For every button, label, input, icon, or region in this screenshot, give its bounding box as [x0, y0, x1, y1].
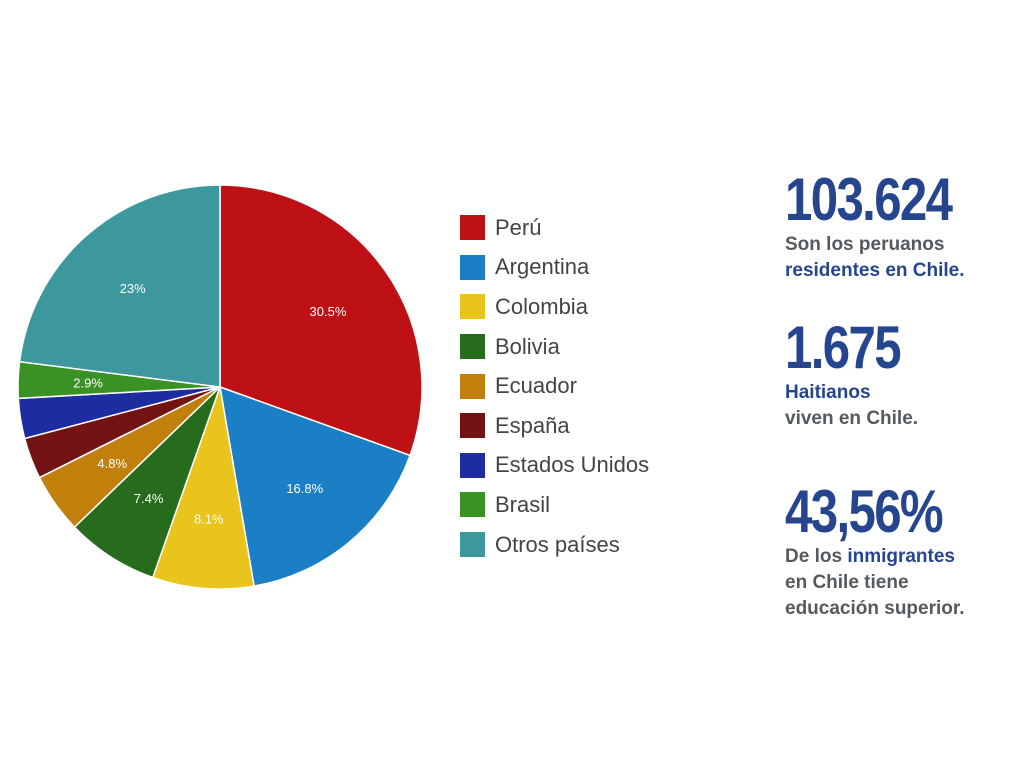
stat-caption-line: Haitianos	[785, 380, 925, 406]
legend-label: Bolivia	[495, 333, 560, 359]
stat-caption-text: educación superior.	[785, 598, 965, 619]
pie-data-label-4: 4.8%	[97, 456, 127, 471]
stat-number: 43,56%	[785, 478, 944, 545]
stat-caption-text: Son los peruanos	[785, 234, 945, 255]
pie-data-label-3: 7.4%	[134, 491, 164, 506]
legend-swatch	[460, 294, 485, 320]
legend-label: Colombia	[495, 293, 588, 319]
legend-label: Argentina	[495, 254, 590, 280]
legend-swatch	[460, 532, 485, 558]
legend-swatch	[460, 334, 485, 360]
legend-label: España	[495, 412, 570, 438]
stat-caption-text: De los	[785, 546, 848, 567]
legend-label: Ecuador	[495, 373, 577, 399]
legend-item-5: España	[460, 406, 649, 446]
stat-caption: De los inmigrantes en Chile tiene educació…	[785, 544, 977, 622]
stat-peruanos: 103.624 Son los peruanos residentes en Ch…	[785, 170, 988, 284]
legend-swatch	[460, 413, 485, 439]
stat-caption-text: en Chile tiene	[785, 572, 909, 593]
legend-label: Brasil	[495, 491, 551, 517]
stat-caption-line: Son los peruanos	[785, 232, 988, 258]
legend-item-7: Brasil	[460, 485, 649, 525]
legend-swatch	[460, 452, 485, 478]
legend-swatch	[460, 215, 485, 241]
pie-slice-1	[219, 385, 412, 587]
legend-item-4: Ecuador	[460, 366, 649, 406]
legend-item-1: Argentina	[460, 248, 649, 288]
legend-item-6: Estados Unidos	[460, 446, 649, 486]
stat-number: 1.675	[785, 314, 902, 381]
stat-inmigrantes: 43,56% De los inmigrantes en Chile tiene e…	[785, 482, 977, 622]
stat-caption: Son los peruanos residentes en Chile.	[785, 232, 988, 284]
stat-caption-text: residentes en Chile.	[785, 260, 965, 281]
stat-caption-line: viven en Chile.	[785, 406, 925, 432]
legend-label: Otros países	[495, 531, 620, 557]
legend: Perú Argentina Colombia Bolivia Ecuador Españ…	[460, 208, 649, 564]
pie-slice-8	[18, 184, 221, 388]
legend-label: Perú	[495, 214, 542, 240]
stat-caption-line: residentes en Chile.	[785, 258, 988, 284]
legend-item-3: Bolivia	[460, 327, 649, 367]
legend-item-0: Perú	[460, 208, 649, 248]
legend-label: Estados Unidos	[495, 452, 650, 478]
legend-swatch	[460, 254, 485, 280]
pie-slice-0	[219, 184, 423, 457]
legend-item-2: Colombia	[460, 287, 649, 327]
stat-caption-line: educación superior.	[785, 596, 977, 622]
legend-swatch	[460, 492, 485, 518]
stat-caption-text: Haitianos	[785, 382, 871, 403]
stat-haitianos: 1.675 Haitianos viven en Chile.	[785, 318, 925, 432]
pie-data-label-8: 23%	[120, 281, 146, 296]
pie-chart: 30.5% 16.8% 8.1% 7.4% 4.8% 2.9% 23%	[17, 184, 423, 590]
legend-swatch	[460, 373, 485, 399]
pie-slice-2	[151, 384, 255, 590]
pie-data-label-2: 8.1%	[194, 512, 224, 527]
pie-data-label-7: 2.9%	[73, 375, 103, 390]
legend-item-8: Otros países	[460, 525, 649, 565]
pie-data-label-1: 16.8%	[286, 481, 323, 496]
stat-caption-line: en Chile tiene	[785, 570, 977, 596]
stat-caption: Haitianos viven en Chile.	[785, 380, 925, 432]
stat-caption-text: viven en Chile.	[785, 408, 919, 429]
stat-caption-text: inmigrantes	[847, 546, 956, 567]
stat-caption-line: De los inmigrantes	[785, 544, 977, 570]
stat-number: 103.624	[785, 166, 953, 233]
pie-data-label-0: 30.5%	[310, 304, 347, 319]
